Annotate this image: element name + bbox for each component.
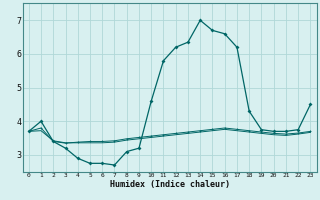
X-axis label: Humidex (Indice chaleur): Humidex (Indice chaleur) xyxy=(109,180,229,189)
